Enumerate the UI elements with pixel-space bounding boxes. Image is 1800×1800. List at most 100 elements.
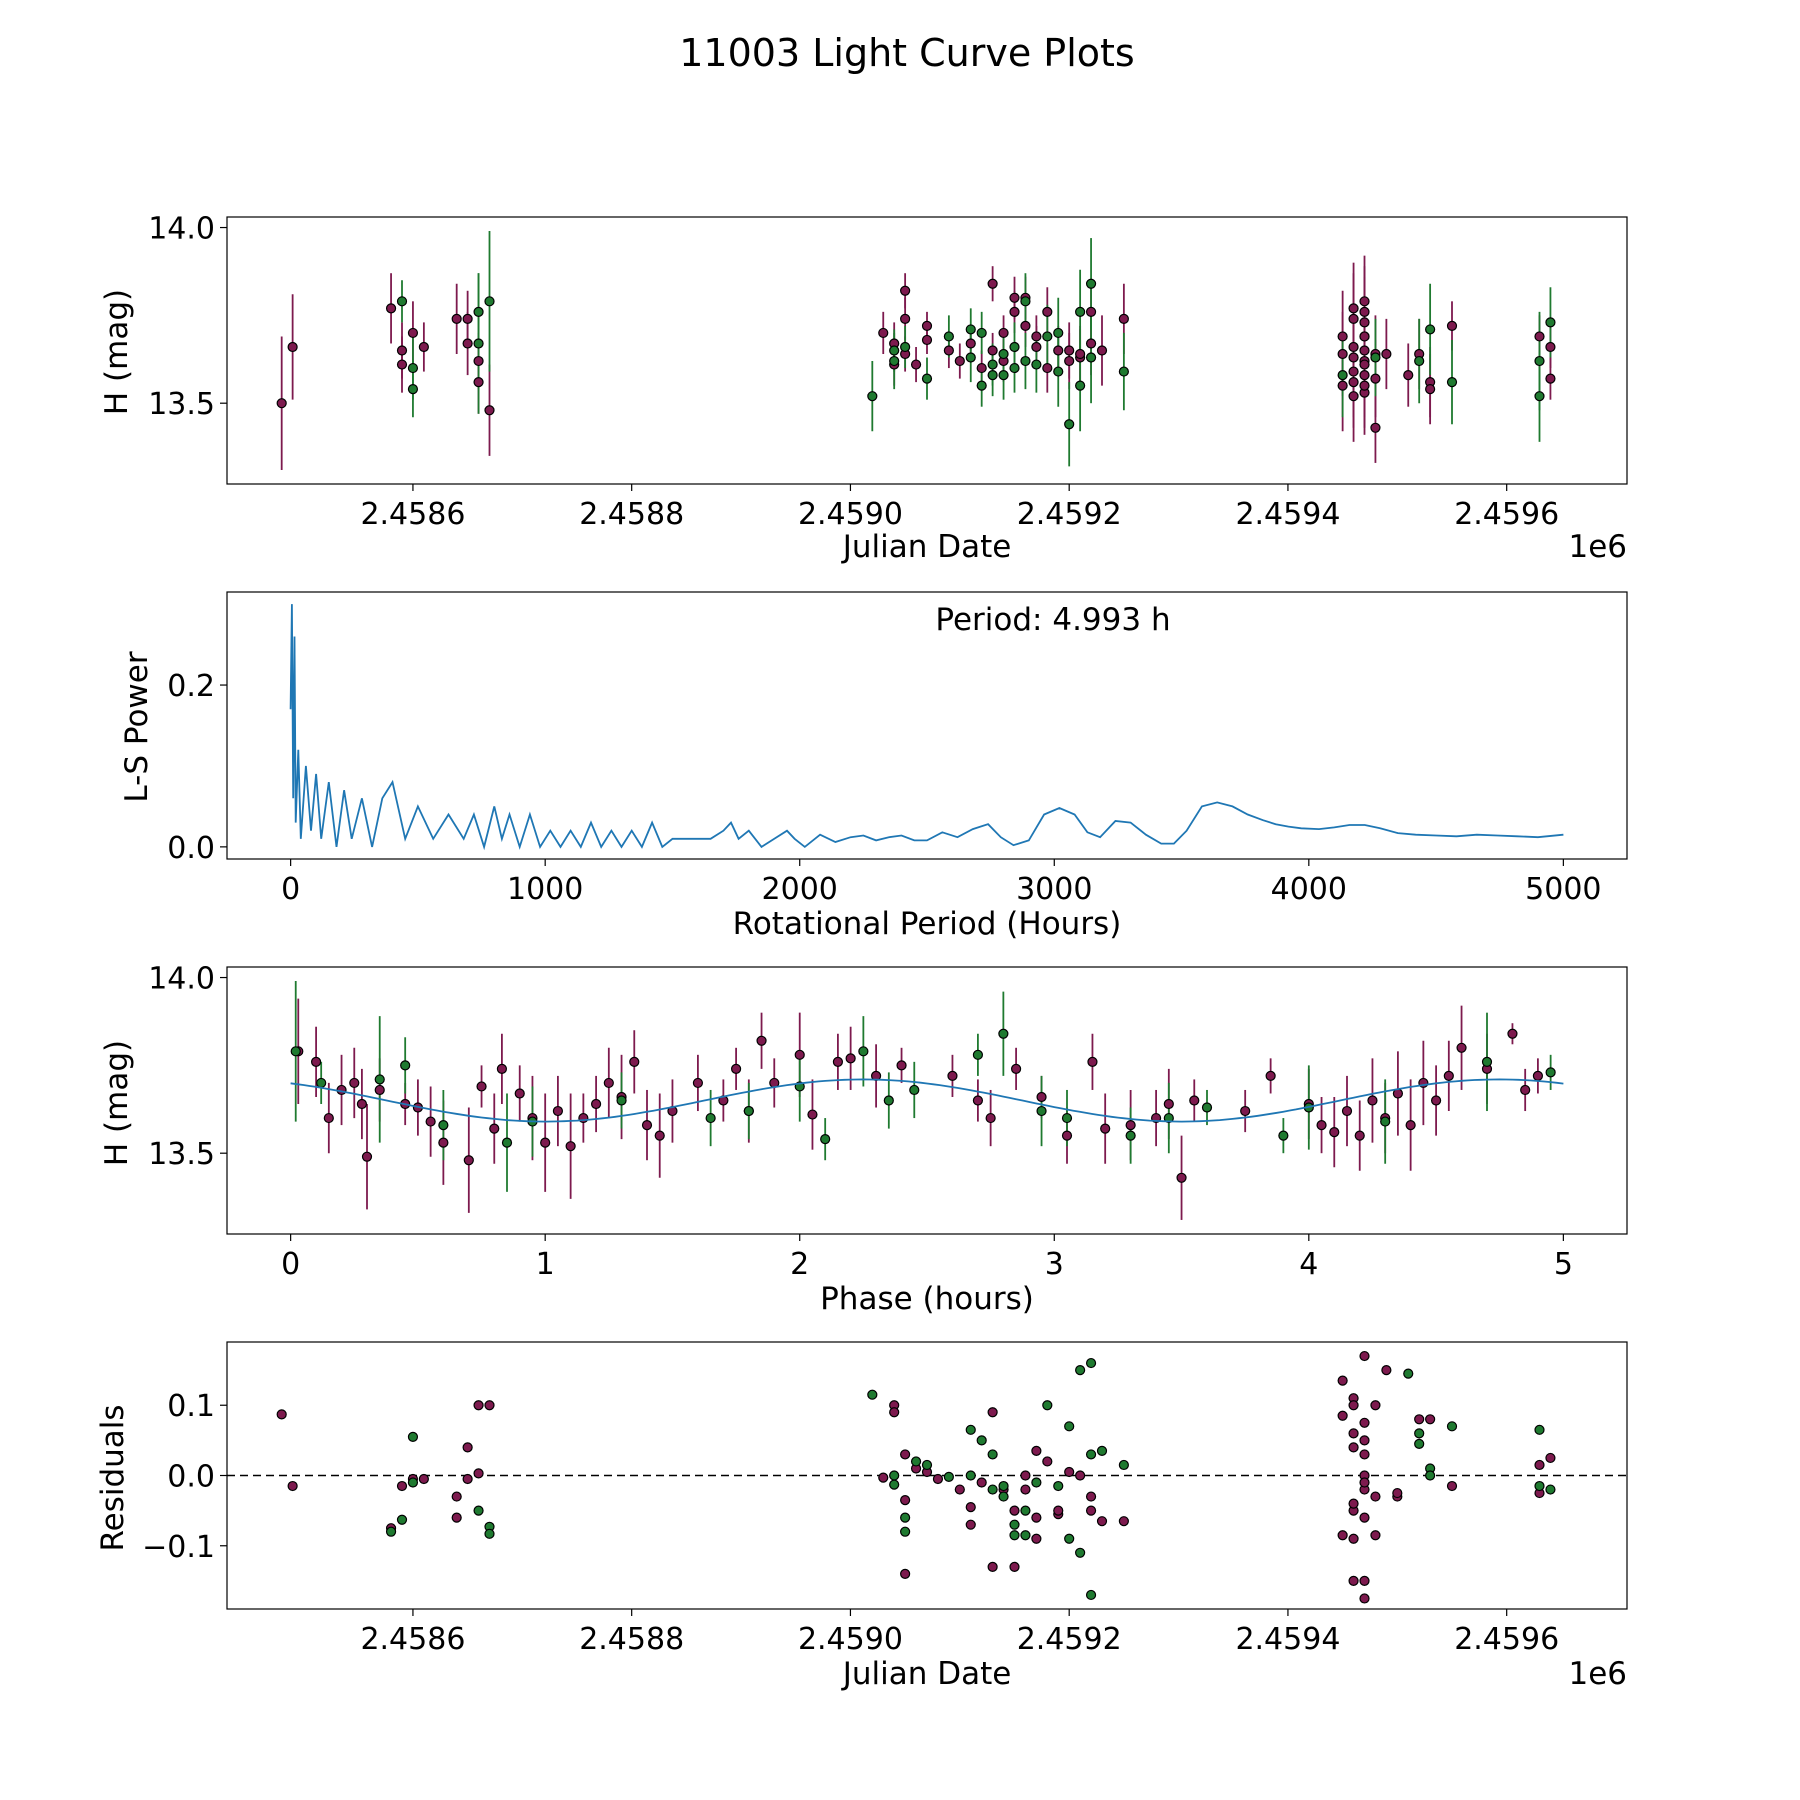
band_a-point [1096, 1516, 1108, 1527]
band_b-point [1481, 1056, 1493, 1067]
band_b-point [743, 1105, 754, 1117]
band_b-point [921, 373, 933, 384]
band_b-point [965, 1470, 976, 1481]
band_b-point [1053, 366, 1064, 377]
phased-ylabel: H (mag) [99, 1040, 135, 1166]
band_a-point [451, 313, 462, 324]
band_a-point [1370, 422, 1381, 433]
band_b-point [484, 1528, 495, 1539]
band_b-point [889, 355, 900, 367]
band_b-point [1403, 1368, 1414, 1379]
band_a-point [730, 1063, 742, 1074]
x-tick-label: 5 [1554, 1247, 1573, 1282]
lightcurve-xlabel: Julian Date [841, 529, 1012, 565]
band_a-point [976, 362, 987, 374]
band_a-point [396, 1480, 408, 1492]
band_a-point [1265, 1070, 1276, 1082]
band_b-point [965, 1424, 976, 1435]
band_a-point [1075, 348, 1086, 360]
band_a-point [1446, 1480, 1458, 1492]
band_b-point [998, 369, 1009, 381]
band_a-point [1075, 1470, 1086, 1481]
band_a-point [1359, 1435, 1370, 1446]
band_a-point [965, 338, 976, 349]
band_b-point [1545, 1067, 1556, 1078]
residuals-offset-label: 1e6 [1568, 1656, 1627, 1692]
x-tick-label: 2.4588 [579, 497, 684, 532]
band_a-point [1520, 1084, 1531, 1096]
band_b-point [1163, 1112, 1174, 1124]
band_a-point [794, 1049, 805, 1060]
band_a-point [1370, 373, 1381, 384]
band_a-point [998, 327, 1009, 339]
band_b-point [1125, 1130, 1136, 1141]
y-tick-label: 13.5 [148, 387, 215, 422]
band_a-point [1359, 1417, 1370, 1428]
band_a-point [900, 1494, 911, 1506]
band_a-point [385, 303, 397, 314]
band_a-point [1240, 1105, 1251, 1117]
band_a-point [1359, 1593, 1370, 1604]
band_a-point [1403, 369, 1414, 381]
band_a-point [641, 1119, 653, 1131]
band_a-point [1348, 1575, 1359, 1586]
band_a-point [987, 1407, 998, 1418]
band_b-point [1425, 324, 1436, 335]
band_a-point [1085, 306, 1097, 317]
y-tick-label: 0.0 [167, 1460, 215, 1495]
band_a-point [987, 345, 998, 356]
band_a-point [1096, 345, 1108, 356]
band_a-point [425, 1116, 436, 1127]
band_b-point [1534, 1424, 1545, 1435]
band_b-point [1534, 355, 1545, 367]
band_b-point [1118, 366, 1129, 377]
band_a-point [1370, 1491, 1381, 1502]
band_b-point [998, 1028, 1009, 1039]
band_b-point [972, 1049, 984, 1060]
band_a-point [1348, 341, 1359, 353]
band_a-point [489, 1123, 500, 1134]
band_a-point [845, 1053, 856, 1064]
band_b-point [900, 341, 911, 353]
phased-panel: Phase (hours) H (mag) 0 1 2 3 4 5 13.5 14.0 [99, 962, 1628, 1317]
lightcurve-panel: Julian Date H (mag) 1e6 2.4586 2.4588 2.45… [99, 212, 1628, 565]
periodogram-ylabel: L-S Power [119, 651, 155, 802]
band_a-point [1545, 1452, 1556, 1464]
band_b-point [473, 1505, 484, 1516]
x-tick-label: 1000 [507, 872, 583, 907]
x-tick-label: 2 [790, 1247, 809, 1282]
x-tick-label: 2.4586 [360, 497, 465, 532]
band_b-point [385, 1526, 397, 1537]
x-tick-label: 4000 [1271, 872, 1347, 907]
x-tick-label: 0 [281, 872, 300, 907]
band_b-point [1064, 1533, 1075, 1544]
band_a-point [1545, 341, 1556, 353]
band_a-point [1430, 1095, 1442, 1106]
band_a-point [692, 1077, 704, 1089]
residuals-ylabel: Residuals [95, 1404, 131, 1551]
band_b-point [705, 1112, 716, 1124]
band_b-point [1020, 1505, 1031, 1516]
band_a-point [1359, 1575, 1370, 1586]
band_b-point [374, 1074, 385, 1085]
band_a-point [900, 285, 911, 296]
band_b-point [820, 1134, 831, 1145]
band_b-point [858, 1046, 869, 1057]
band_a-point [921, 334, 933, 346]
band_a-point [1545, 373, 1556, 384]
periodogram-xlabel: Rotational Period (Hours) [733, 906, 1122, 942]
band_a-point [878, 327, 889, 339]
band_a-point [451, 1491, 462, 1502]
band_a-point [1359, 296, 1370, 307]
band_b-point [1061, 1112, 1073, 1124]
band_a-point [1359, 1512, 1370, 1523]
band_b-point [400, 1060, 411, 1071]
band_b-point [1414, 1428, 1425, 1439]
band_a-point [1370, 1400, 1381, 1411]
band_a-point [1042, 362, 1053, 374]
band_a-point [1031, 1533, 1042, 1544]
band_a-point [1125, 1119, 1136, 1131]
band_a-point [1532, 1070, 1544, 1082]
band_b-point [1042, 1400, 1053, 1411]
band_a-point [1348, 1400, 1359, 1411]
